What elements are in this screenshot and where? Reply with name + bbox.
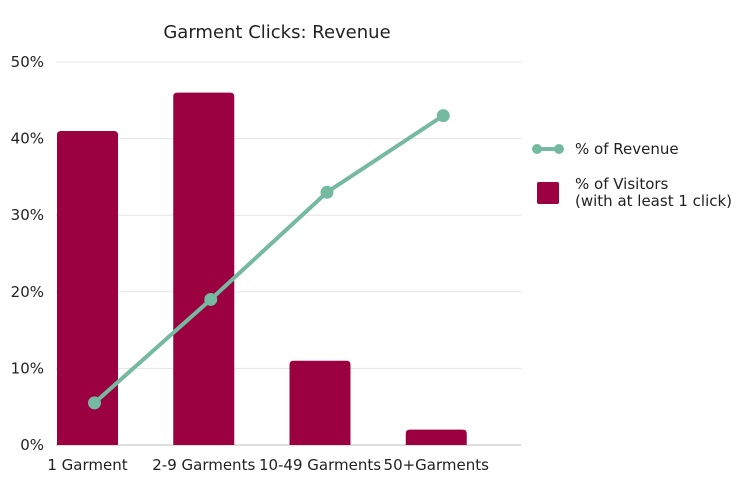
legend-bar-swatch xyxy=(537,182,559,204)
bar xyxy=(289,360,351,445)
x-tick-label: 2-9 Garments xyxy=(152,456,255,474)
y-tick-label: 0% xyxy=(20,436,44,454)
y-tick-label: 40% xyxy=(11,130,44,148)
y-tick-label: 30% xyxy=(11,206,44,224)
legend: % of Revenue % of Visitors (with at least … xyxy=(532,140,732,210)
y-axis-tick-labels: 0% 10% 20% 30% 40% 50% xyxy=(11,53,44,454)
y-tick-label: 10% xyxy=(11,359,44,377)
line-point xyxy=(88,396,101,410)
x-tick-label: 1 Garment xyxy=(47,456,127,474)
legend-line-marker xyxy=(554,144,564,154)
legend-label: % of Visitors (with at least 1 click) xyxy=(575,175,732,210)
bar-series xyxy=(57,92,467,445)
legend-label: % of Revenue xyxy=(575,140,679,158)
x-axis-tick-labels: 1 Garment 2-9 Garments 10-49 Garments 50+Ga… xyxy=(47,456,489,474)
line-point xyxy=(436,109,450,123)
bar xyxy=(57,130,118,445)
bar xyxy=(405,429,467,445)
y-tick-label: 20% xyxy=(11,283,44,301)
line-point xyxy=(204,292,218,306)
legend-label-line: % of Visitors xyxy=(575,175,669,193)
y-tick-label: 50% xyxy=(11,53,44,71)
x-tick-label: 10-49 Garments xyxy=(259,456,381,474)
legend-label-line: (with at least 1 click) xyxy=(575,192,732,210)
x-tick-label: 50+Garments xyxy=(384,456,490,474)
line-point xyxy=(320,185,334,199)
bar xyxy=(173,92,235,445)
legend-line-marker xyxy=(532,144,542,154)
revenue-line xyxy=(92,113,446,405)
line-series xyxy=(88,109,450,410)
chart-title: Garment Clicks: Revenue xyxy=(163,22,390,43)
gridlines xyxy=(56,61,521,446)
